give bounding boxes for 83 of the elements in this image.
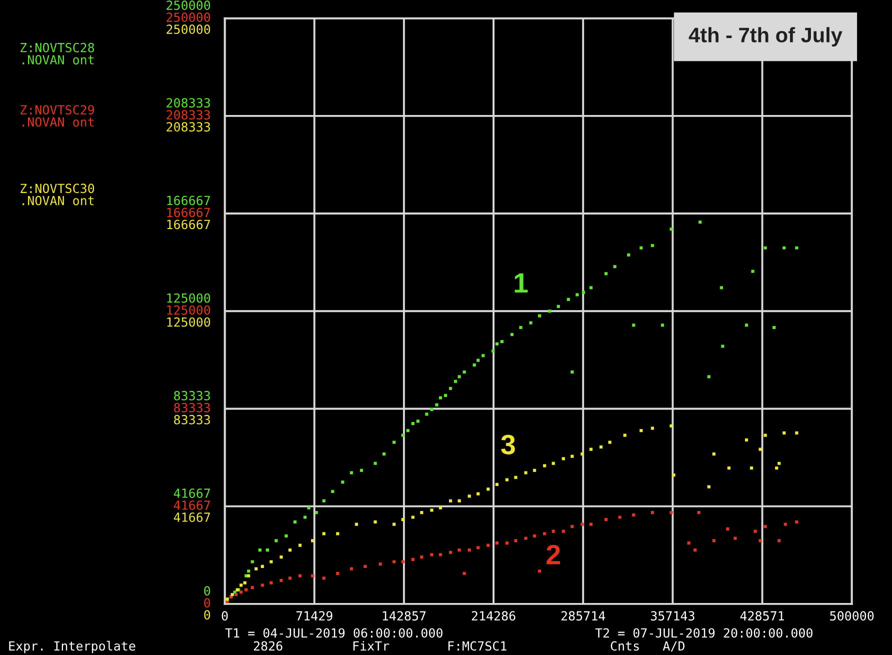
point — [782, 431, 786, 434]
point — [420, 511, 424, 514]
point — [599, 445, 603, 449]
point — [374, 520, 377, 524]
point — [298, 544, 302, 547]
point — [505, 478, 509, 482]
text: T1 = 04-JUL-2019 06:00:00.000 — [225, 628, 442, 638]
point — [533, 468, 536, 472]
annotation: 3 — [501, 434, 515, 454]
point — [411, 516, 414, 519]
point — [401, 518, 404, 522]
point — [552, 462, 555, 465]
annotation: 2 — [546, 544, 560, 564]
point — [392, 522, 396, 526]
point — [458, 499, 461, 502]
text: 2826 — [254, 641, 282, 651]
x-tick-label: 428571 — [740, 611, 784, 621]
x-tick-label: 500000 — [830, 611, 874, 621]
text: Z:NOVTSC29 .NOVAN ont — [20, 105, 94, 127]
point — [672, 474, 676, 477]
point — [712, 452, 716, 456]
point — [240, 584, 243, 587]
text: Z:NOVTSC28 .NOVAN ont — [20, 42, 94, 64]
point — [280, 556, 283, 559]
point — [650, 426, 654, 430]
point — [254, 567, 258, 570]
point — [670, 424, 673, 428]
y-tick-label: 83333 — [174, 414, 210, 424]
point — [750, 466, 754, 470]
point — [230, 592, 234, 596]
x-tick-label: 142857 — [382, 611, 426, 621]
point — [336, 532, 340, 536]
point — [476, 492, 480, 496]
point — [288, 548, 292, 552]
point — [758, 448, 762, 451]
text: Expr. Interpolate — [9, 640, 136, 654]
point — [524, 471, 528, 474]
point — [640, 429, 643, 432]
text: FixTr — [353, 640, 390, 650]
point — [562, 457, 565, 460]
point — [468, 494, 471, 498]
x-tick-label: 214286 — [472, 611, 516, 621]
point — [311, 539, 314, 542]
point — [744, 438, 748, 442]
point — [608, 440, 612, 444]
y-tick-label: 166667 — [167, 220, 210, 230]
point — [438, 506, 442, 510]
x-tick-label: 0 — [222, 611, 228, 621]
x-tick-label: 71429 — [296, 611, 332, 621]
point — [570, 454, 574, 458]
y-tick-label: 250000 — [166, 24, 210, 34]
point — [623, 434, 626, 437]
point — [580, 452, 584, 456]
y-tick-label: 125000 — [167, 317, 210, 327]
text: Cnts A/D — [610, 641, 684, 652]
point — [775, 466, 778, 470]
point — [764, 434, 767, 437]
x-tick-label: 285714 — [561, 611, 606, 621]
chart-title: 4th - 7th of July — [688, 27, 842, 47]
point — [707, 485, 710, 488]
point — [543, 464, 546, 468]
point — [514, 476, 518, 479]
point — [354, 522, 358, 526]
point — [243, 581, 246, 584]
point — [270, 560, 273, 564]
point — [778, 462, 781, 465]
point — [247, 574, 250, 578]
point — [495, 482, 498, 486]
point — [795, 431, 798, 434]
point — [486, 488, 490, 491]
annotation: 1 — [514, 273, 528, 293]
point — [430, 508, 434, 512]
y-tick-label: 208333 — [166, 122, 210, 132]
text: Z:NOVTSC30 .NOVAN ont — [20, 184, 94, 206]
point — [260, 564, 264, 568]
point — [448, 499, 452, 502]
text: T2 = 07-JUL-2019 20:00:00.000 — [595, 628, 812, 638]
text: F:MC7SC1 — [448, 641, 506, 651]
y-tick-label: 41667 — [174, 512, 210, 522]
x-tick-label: 357143 — [650, 611, 694, 621]
point — [322, 532, 326, 536]
point — [727, 466, 731, 470]
point — [589, 448, 593, 451]
